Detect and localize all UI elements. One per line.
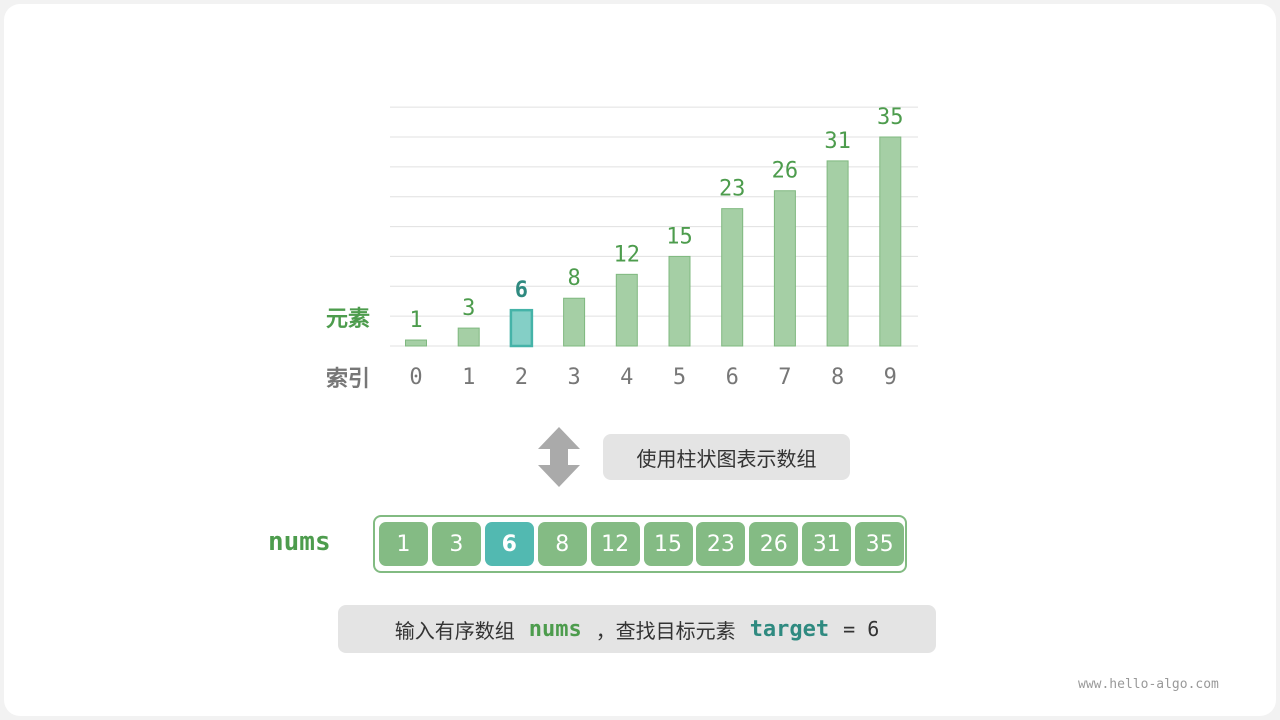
bar [405,339,427,347]
x-tick-label: 1 [462,365,475,390]
x-tick-label: 6 [726,365,739,390]
data-label: 8 [567,266,580,291]
array-cell: 31 [802,522,852,566]
x-tick-label: 3 [567,365,580,390]
bar [457,327,480,347]
array-cell: 23 [696,522,746,566]
description-text-2: ，查找目标元素 [595,618,736,643]
x-tick-label: 0 [409,365,422,390]
description-text-1: 输入有序数组 [394,618,515,643]
array-cell: 26 [749,522,799,566]
caption-label: 使用柱状图表示数组 [603,434,850,480]
data-label: 6 [515,278,528,303]
bar [879,136,902,347]
bar [563,297,586,347]
array-cell: 12 [590,522,640,566]
y-axis-label: 元素 [326,307,371,332]
x-tick-label: 7 [778,365,791,390]
data-label: 3 [462,296,475,321]
canvas [4,4,1276,716]
x-tick-label: 5 [673,365,686,390]
description-text-3: = 6 [843,617,880,641]
bar [773,190,796,347]
x-tick-label: 4 [620,365,633,390]
array-cell: 35 [855,522,905,566]
bar [509,308,534,348]
x-tick-label: 2 [515,365,528,390]
description-var-target: target [749,616,830,642]
array-cell: 8 [537,522,587,566]
watermark: www.hello-algo.com [1078,677,1219,692]
description-box: 输入有序数组 nums ，查找目标元素 target = 6 [338,605,936,653]
array-cell: 1 [379,522,428,566]
data-label: 1 [409,308,422,333]
array-cell: 3 [431,522,481,566]
data-label: 35 [877,105,904,130]
bar [615,273,638,347]
description-var-nums: nums [528,616,582,642]
double-arrow-icon [538,427,580,487]
data-label: 23 [719,177,746,202]
data-label: 15 [666,224,693,249]
array-cell: 6 [484,522,534,566]
x-axis-label: 索引 [326,367,371,392]
data-label: 26 [772,159,799,184]
array-container: 1 3 6 8 12 15 23 26 31 35 [373,515,907,573]
bar [668,255,691,347]
x-tick-label: 9 [884,365,897,390]
array-cell: 15 [643,522,693,566]
array-name: nums [268,527,331,557]
bar [721,208,744,347]
data-label: 31 [824,129,851,154]
bar [826,160,849,347]
data-label: 12 [614,242,641,267]
x-tick-label: 8 [831,365,844,390]
